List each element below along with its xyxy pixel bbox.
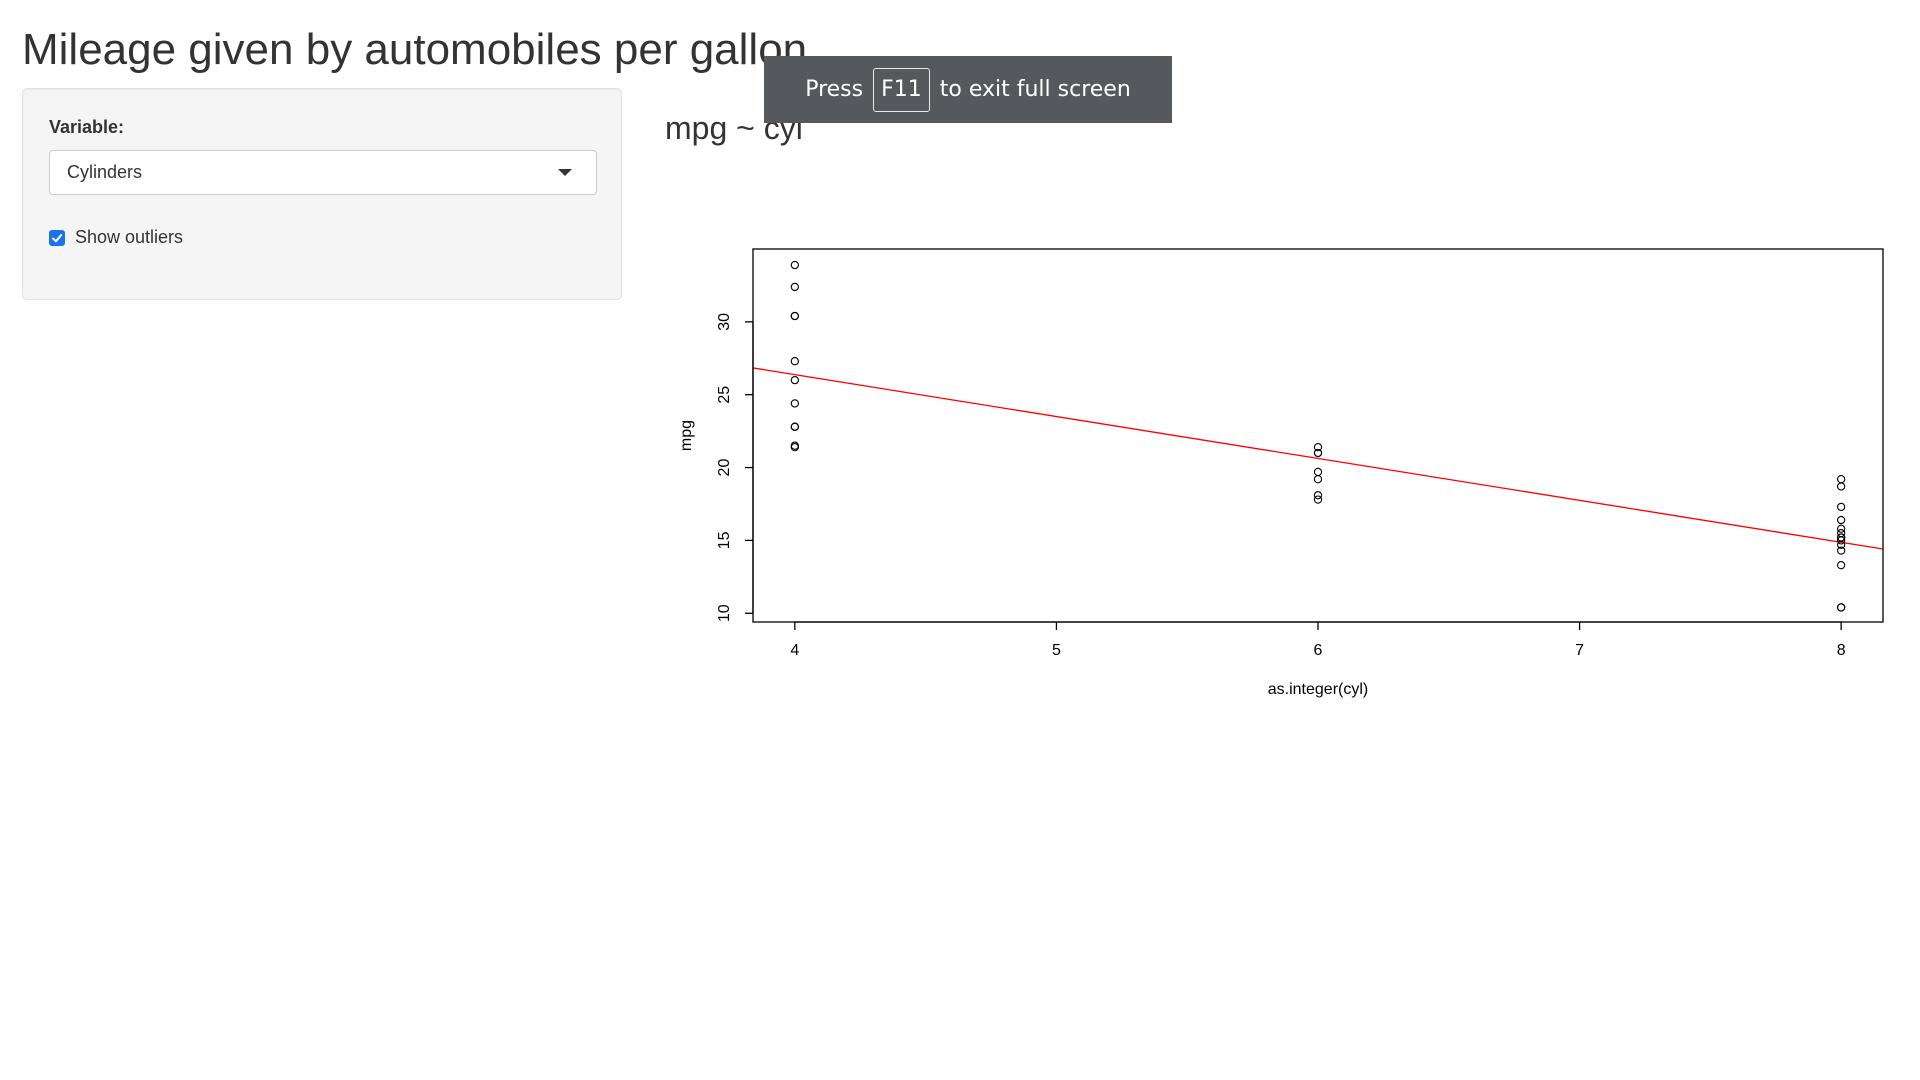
- data-point: [790, 282, 800, 292]
- plot-frame: [752, 248, 1884, 623]
- x-tick-label: 8: [1837, 642, 1846, 659]
- data-point: [790, 260, 800, 270]
- checkmark-icon: [52, 234, 63, 243]
- fullscreen-toast-before: Press: [805, 77, 864, 102]
- data-point: [1313, 475, 1323, 484]
- data-point: [790, 375, 800, 385]
- data-point: [1836, 515, 1846, 525]
- y-tick-label: 15: [716, 531, 733, 549]
- x-tick-label: 5: [1052, 642, 1061, 659]
- chevron-down-icon: [558, 169, 572, 176]
- fullscreen-toast: Press F11 to exit full screen: [764, 56, 1172, 123]
- variable-select-value: Cylinders: [67, 162, 143, 182]
- y-tick-label: 20: [716, 459, 733, 477]
- y-tick-label: 10: [716, 604, 733, 622]
- data-point: [1836, 524, 1846, 533]
- sidebar-panel: Variable: Cylinders Show outliers: [22, 88, 622, 300]
- x-axis-label: as.integer(cyl): [1268, 681, 1368, 698]
- data-point: [1836, 603, 1846, 612]
- y-axis-label: mpg: [678, 420, 695, 451]
- fullscreen-toast-after: to exit full screen: [939, 77, 1131, 102]
- page-title: Mileage given by automobiles per gallon: [22, 25, 808, 74]
- data-point: [1313, 467, 1323, 477]
- y-tick-label: 25: [716, 386, 733, 404]
- show-outliers-row[interactable]: Show outliers: [49, 225, 183, 249]
- x-tick-label: 4: [790, 642, 799, 659]
- data-point: [790, 399, 800, 408]
- data-point: [1313, 491, 1323, 500]
- data-point: [1836, 546, 1846, 555]
- variable-select[interactable]: Cylinders: [49, 150, 597, 195]
- data-point: [1836, 561, 1846, 570]
- data-point: [1836, 475, 1846, 484]
- data-point: [1313, 443, 1323, 452]
- data-point: [790, 443, 800, 452]
- data-point: [790, 357, 800, 366]
- data-point: [1313, 495, 1323, 504]
- show-outliers-label: Show outliers: [75, 226, 184, 247]
- variable-label: Variable:: [49, 117, 125, 137]
- data-point: [1836, 533, 1846, 542]
- data-point: [1836, 502, 1846, 512]
- fullscreen-key: F11: [873, 67, 930, 112]
- x-tick-label: 7: [1575, 642, 1584, 659]
- data-point: [790, 422, 800, 431]
- data-point: [1313, 448, 1323, 458]
- data-point: [1836, 536, 1846, 545]
- show-outliers-checkbox[interactable]: [49, 230, 65, 246]
- data-point: [790, 311, 800, 321]
- regression-line: [752, 367, 1884, 550]
- y-tick-label: 30: [716, 313, 733, 331]
- data-point: [1836, 482, 1846, 491]
- x-tick-label: 6: [1314, 642, 1323, 659]
